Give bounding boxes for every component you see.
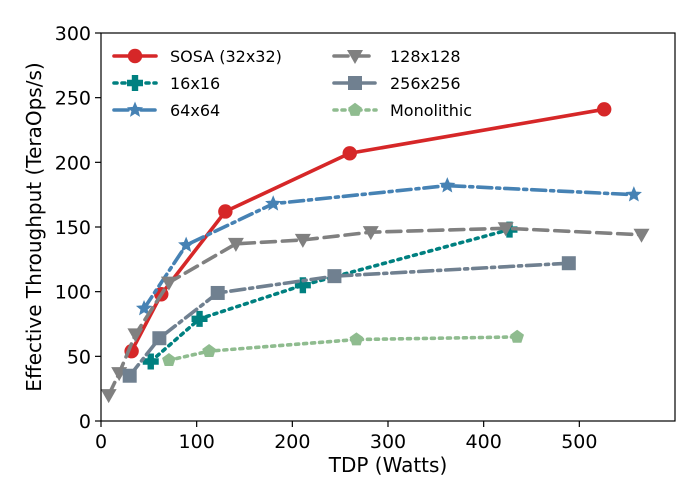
- axes: 0 100 200 300 400 500 0 50 100 150 200 250 300: [55, 23, 676, 453]
- series-line-128x128: [106, 226, 644, 397]
- legend-item-monolithic: Monolithic: [332, 101, 472, 120]
- point-256x256-2: [210, 285, 225, 300]
- x-axis-title: TDP (Watts): [328, 453, 448, 477]
- point-256x256-4: [561, 256, 576, 271]
- legend-label-monolithic: Monolithic: [390, 101, 472, 120]
- legend-item-sosa-32x32: SOSA (32x32): [112, 47, 282, 66]
- legend-item-16x16: 16x16: [112, 74, 220, 93]
- x-tick-label-200: 200: [274, 431, 310, 453]
- x-tick-label-100: 100: [179, 431, 215, 453]
- x-tick-label-0: 0: [95, 431, 107, 453]
- point-sosa-32x32-3: [342, 146, 357, 161]
- point-monolithic-0: [162, 353, 176, 367]
- legend-marker-256x256: [348, 76, 362, 90]
- point-256x256-0: [122, 368, 137, 383]
- legend-marker-128x128: [347, 50, 363, 64]
- legend-label-64x64: 64x64: [170, 101, 220, 120]
- legend-item-256x256: 256x256: [332, 74, 461, 93]
- legend-label-128x128: 128x128: [390, 47, 461, 66]
- point-64x64-4: [625, 186, 642, 202]
- point-128x128-5: [294, 233, 311, 248]
- point-monolithic-1: [202, 343, 216, 357]
- point-128x128-3: [160, 276, 177, 291]
- legend-label-sosa-32x32: SOSA (32x32): [170, 47, 282, 66]
- series-monolithic: [162, 329, 524, 367]
- legend-marker-64x64: [126, 101, 144, 117]
- legend-label-16x16: 16x16: [170, 74, 220, 93]
- point-64x64-3: [439, 177, 456, 193]
- point-64x64-1: [178, 236, 195, 252]
- legend-marker-monolithic: [348, 102, 362, 116]
- point-128x128-4: [227, 237, 244, 252]
- y-tick-label-150: 150: [55, 217, 91, 239]
- point-monolithic-3: [510, 329, 524, 343]
- point-128x128-7: [497, 222, 514, 237]
- series-line-monolithic: [167, 335, 519, 363]
- point-128x128-2: [127, 328, 144, 343]
- y-tick-label-250: 250: [55, 88, 91, 110]
- x-tick-label-400: 400: [466, 431, 502, 453]
- plot-area: [100, 102, 650, 404]
- x-tick-label-500: 500: [561, 431, 597, 453]
- legend-item-128x128: 128x128: [332, 47, 461, 66]
- point-256x256-3: [327, 269, 342, 284]
- legend: SOSA (32x32) 16x16 64x64 128x128 256x256 Mono…: [112, 47, 472, 120]
- x-tick-label-300: 300: [370, 431, 406, 453]
- y-tick-label-200: 200: [55, 152, 91, 174]
- legend-item-64x64: 64x64: [112, 101, 220, 120]
- point-128x128-0: [100, 389, 117, 404]
- y-tick-label-0: 0: [79, 411, 91, 433]
- point-16x16-1: [191, 310, 208, 327]
- legend-marker-sosa-32x32: [127, 48, 143, 64]
- series-256x256: [122, 256, 576, 383]
- point-monolithic-2: [349, 332, 364, 346]
- series-128x128: [100, 222, 650, 404]
- point-128x128-8: [633, 228, 650, 243]
- y-tick-label-100: 100: [55, 282, 91, 304]
- point-256x256-1: [152, 331, 167, 346]
- legend-label-256x256: 256x256: [390, 74, 461, 93]
- legend-marker-16x16: [127, 75, 143, 91]
- point-16x16-0: [142, 353, 159, 370]
- y-tick-label-50: 50: [67, 346, 91, 368]
- point-sosa-32x32-4: [597, 102, 612, 117]
- series-line-16x16: [148, 227, 512, 364]
- point-sosa-32x32-2: [218, 204, 233, 219]
- point-128x128-6: [362, 226, 379, 241]
- y-tick-label-300: 300: [55, 23, 91, 45]
- y-axis-title: Effective Throughput (TeraOps/s): [22, 62, 46, 391]
- point-16x16-2: [294, 277, 311, 294]
- point-64x64-2: [265, 195, 282, 211]
